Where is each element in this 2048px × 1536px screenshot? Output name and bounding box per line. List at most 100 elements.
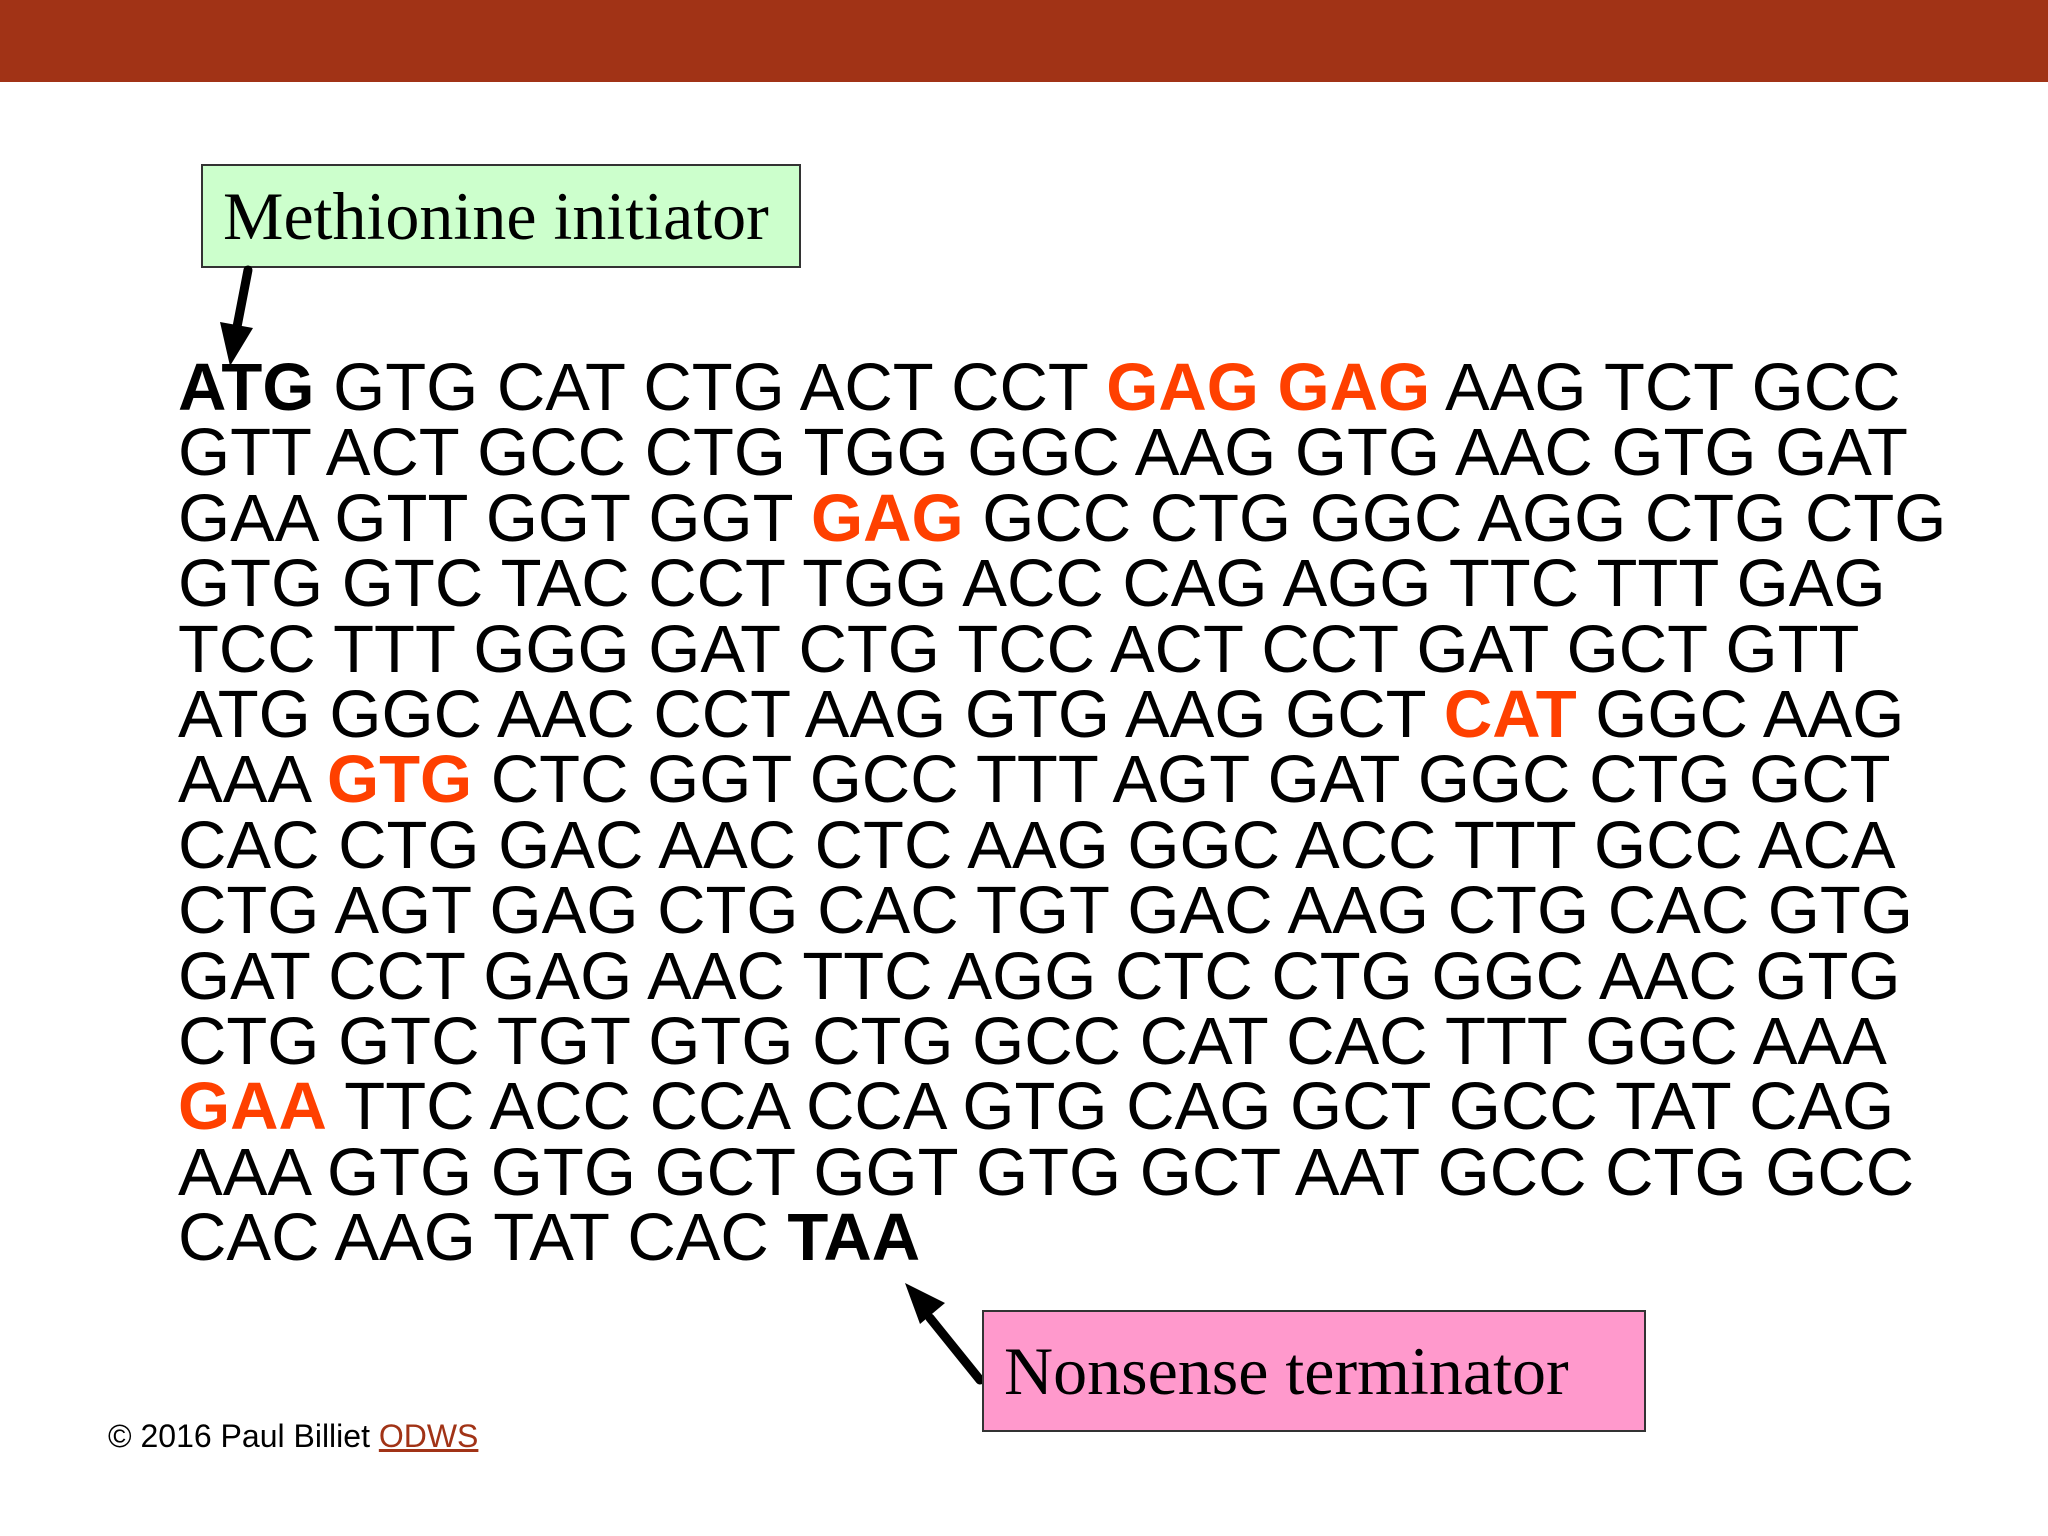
- codon: ACC: [962, 546, 1104, 622]
- codon: GGC: [1595, 676, 1748, 752]
- copyright-text: © 2016 Paul Billiet: [108, 1418, 370, 1454]
- codon: TTT: [1453, 807, 1576, 883]
- codon: GAC: [1127, 873, 1273, 949]
- sequence-line: ATG GTG CAT CTG ACT CCT GAG GAG AAG TCT …: [178, 354, 2038, 421]
- codon: GCC: [1448, 1069, 1598, 1145]
- codon: GGT: [648, 480, 793, 556]
- codon: CTG: [1804, 480, 1947, 556]
- footer: © 2016 Paul Billiet ODWS: [108, 1418, 478, 1455]
- codon: CTC: [490, 742, 629, 818]
- codon: CCT: [648, 546, 785, 622]
- codon: GGG: [473, 611, 630, 687]
- odws-link[interactable]: ODWS: [378, 1418, 479, 1454]
- codon: ACC: [1294, 807, 1437, 883]
- codon: ACT: [325, 415, 459, 491]
- codon: CCT: [1261, 611, 1398, 687]
- codon: AAA: [1752, 1003, 1887, 1079]
- codon: CTG: [1644, 480, 1787, 556]
- codon: TCC: [178, 611, 316, 687]
- codon: CAC: [178, 807, 320, 883]
- codon: AAG: [1762, 676, 1905, 752]
- codon: GTG: [178, 546, 324, 622]
- codon: GGT: [485, 480, 630, 556]
- codon: GCC: [1437, 1134, 1587, 1210]
- codon: AAG: [1134, 415, 1277, 491]
- codon: CTG: [812, 1003, 954, 1079]
- codon: ATG: [178, 676, 311, 752]
- nonsense-terminator-callout: Nonsense terminator: [982, 1310, 1646, 1432]
- codon: AAG: [1287, 873, 1430, 949]
- codon: CAT: [1139, 1003, 1268, 1079]
- codon: GCT: [1285, 676, 1426, 752]
- codon: ACT: [799, 350, 933, 425]
- codon: GAG: [483, 938, 633, 1014]
- codon: GAT: [648, 611, 780, 687]
- codon: GAT: [178, 938, 310, 1014]
- highlighted-codon: GAG: [1106, 350, 1259, 425]
- sequence-line: AAA GTG CTC GGT GCC TTT AGT GAT GGC CTG …: [178, 746, 2038, 813]
- codon: GTG: [327, 1134, 473, 1210]
- codon: AAT: [1294, 1134, 1420, 1210]
- sequence-line: AAA GTG GTG GCT GGT GTG GCT AAT GCC CTG …: [178, 1139, 2038, 1206]
- sequence-line: GTG GTC TAC CCT TGG ACC CAG AGG TTC TTT …: [178, 550, 2038, 617]
- codon: CCT: [328, 938, 465, 1014]
- sequence-line: CTG AGT GAG CTG CAC TGT GAC AAG CTG CAC …: [178, 877, 2038, 944]
- codon: TAC: [500, 546, 630, 622]
- codon: GTG: [333, 350, 479, 425]
- codon: GTT: [1725, 611, 1860, 687]
- sequence-line: GAT CCT GAG AAC TTC AGG CTC CTG GGC AAC …: [178, 943, 2038, 1010]
- codon: GTC: [341, 546, 484, 622]
- codon: GAT: [1775, 415, 1908, 491]
- codon: GCC: [1751, 350, 1901, 425]
- codon: TAT: [493, 1200, 609, 1276]
- highlighted-codon: GAA: [178, 1069, 327, 1145]
- codon: TGT: [976, 873, 1109, 949]
- codon: GGC: [1127, 807, 1281, 883]
- sequence-line: ATG GGC AAC CCT AAG GTG AAG GCT CAT GGC …: [178, 681, 2038, 748]
- sequence-line: CAC AAG TAT CAC TAA: [178, 1204, 2038, 1271]
- codon: GTG: [1755, 938, 1901, 1014]
- highlighted-codon: CAT: [1443, 676, 1577, 752]
- codon: TTT: [975, 742, 1098, 818]
- codon: CAG: [1749, 1069, 1895, 1145]
- start-codon: ATG: [178, 350, 315, 425]
- codon: TTC: [802, 938, 933, 1014]
- codon: CCA: [649, 1069, 788, 1145]
- codon: AAG: [1124, 676, 1267, 752]
- codon: GTT: [178, 415, 311, 491]
- codon: TCT: [1603, 350, 1733, 425]
- codon: GGC: [1585, 1003, 1738, 1079]
- codon: GCC: [1765, 1134, 1915, 1210]
- codon: CAC: [1607, 873, 1750, 949]
- codon: AAC: [647, 938, 785, 1014]
- codon: GCT: [654, 1134, 795, 1210]
- codon: CAC: [817, 873, 959, 949]
- codon: AAG: [804, 676, 947, 752]
- codon: AAG: [967, 807, 1109, 883]
- codon: TCC: [957, 611, 1096, 687]
- dna-sequence: ATG GTG CAT CTG ACT CCT GAG GAG AAG TCT …: [178, 354, 2038, 1271]
- codon: CTG: [1605, 1134, 1747, 1210]
- codon: AAA: [178, 1134, 309, 1210]
- codon: CAG: [1126, 1069, 1272, 1145]
- codon: TGT: [496, 1003, 630, 1079]
- codon: CTG: [178, 873, 320, 949]
- codon: GCT: [1289, 1069, 1431, 1145]
- codon: TTC: [344, 1069, 475, 1145]
- sequence-line: GAA TTC ACC CCA CCA GTG CAG GCT GCC TAT …: [178, 1073, 2038, 1140]
- codon: GAG: [489, 873, 639, 949]
- codon: GGC: [1431, 938, 1585, 1014]
- codon: AAC: [1455, 415, 1593, 491]
- codon: GAG: [1736, 546, 1886, 622]
- codon: GCT: [1749, 742, 1891, 818]
- codon: CTG: [657, 873, 799, 949]
- codon: AAG: [334, 1200, 476, 1276]
- codon: GCC: [477, 415, 626, 491]
- codon: AAC: [658, 807, 797, 883]
- methionine-initiator-callout: Methionine initiator: [201, 164, 801, 268]
- codon: CTG: [338, 807, 480, 883]
- sequence-line: TCC TTT GGG GAT CTG TCC ACT CCT GAT GCT …: [178, 616, 2038, 683]
- codon: GTG: [975, 1134, 1122, 1210]
- codon: GCC: [809, 742, 959, 818]
- codon: TTT: [333, 611, 455, 687]
